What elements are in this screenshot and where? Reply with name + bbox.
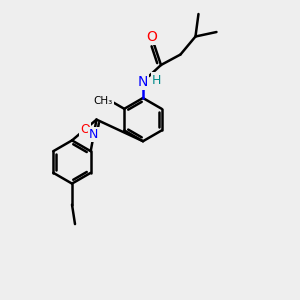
Text: N: N <box>89 128 98 141</box>
Text: CH₃: CH₃ <box>94 96 113 106</box>
Text: H: H <box>152 74 161 86</box>
Text: N: N <box>138 74 148 88</box>
Text: O: O <box>146 29 158 44</box>
Text: O: O <box>80 123 90 136</box>
